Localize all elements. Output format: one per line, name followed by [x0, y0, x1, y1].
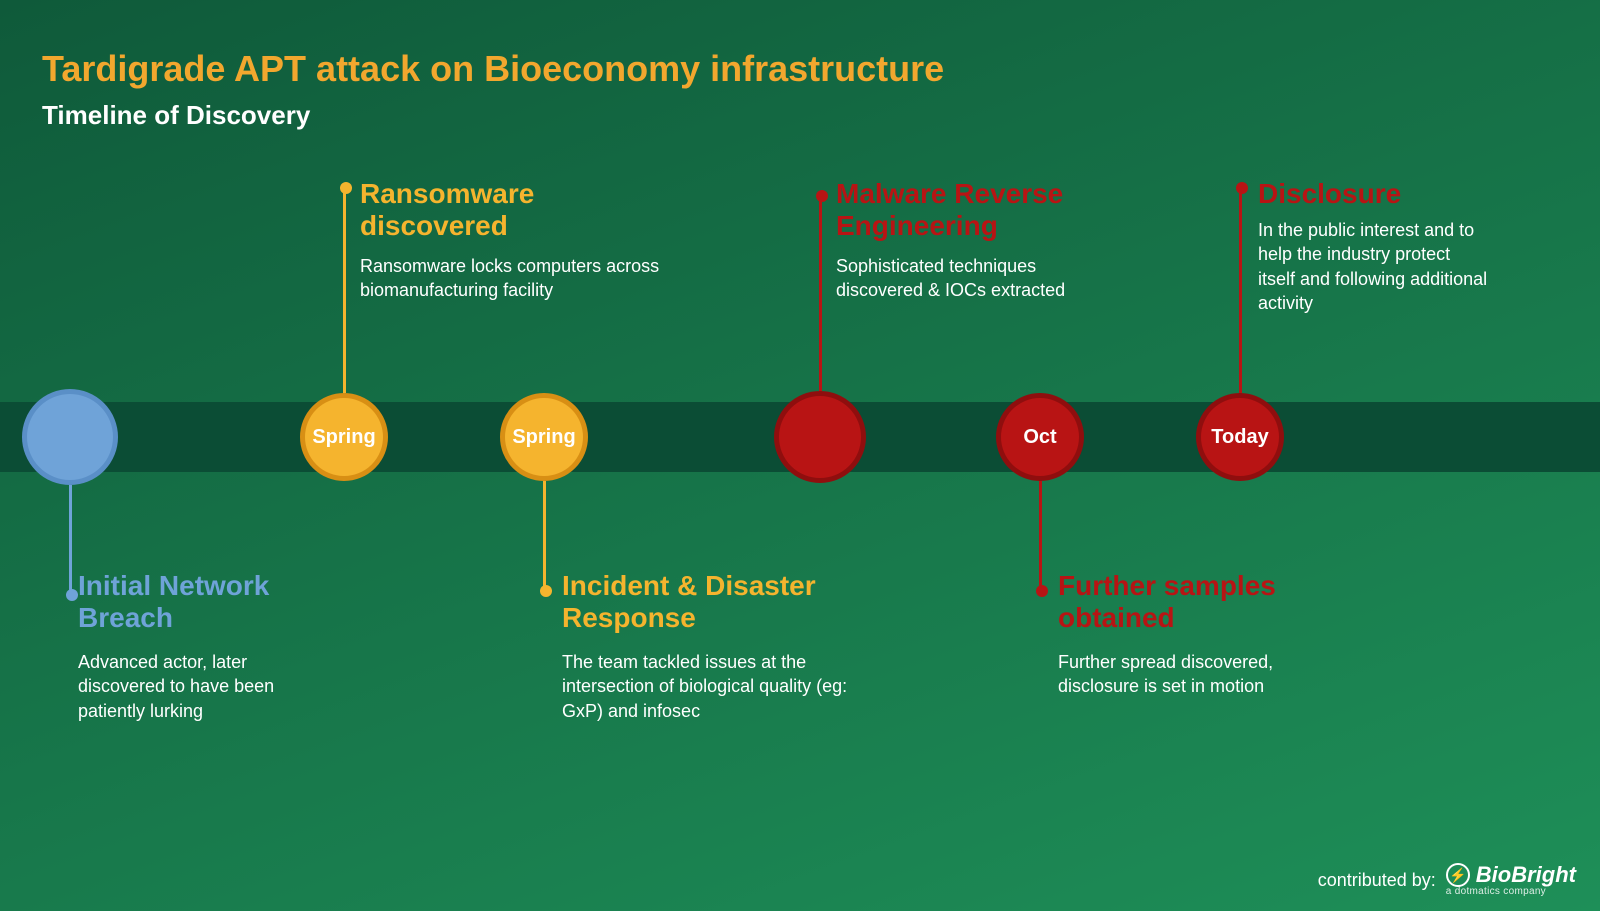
event-title-3: Malware Reverse Engineering: [836, 178, 1136, 242]
leader-dot-3: [816, 190, 828, 202]
leader-line-0: [69, 485, 72, 595]
timeline-node-2: Spring: [500, 393, 588, 481]
event-desc-4: Further spread discovered, disclosure is…: [1058, 650, 1348, 699]
leader-line-1: [343, 188, 346, 393]
event-title-5: Disclosure: [1258, 178, 1518, 210]
brand-sub: a dotmatics company: [1446, 887, 1546, 897]
event-title-1: Ransomware discovered: [360, 178, 680, 242]
timeline-node-4: Oct: [996, 393, 1084, 481]
brand-name: BioBright: [1476, 864, 1576, 886]
leader-dot-2: [540, 585, 552, 597]
event-title-2: Incident & Disaster Response: [562, 570, 902, 634]
event-desc-3: Sophisticated techniques discovered & IO…: [836, 254, 1096, 303]
event-desc-1: Ransomware locks computers across bioman…: [360, 254, 680, 303]
leader-dot-5: [1236, 182, 1248, 194]
page-subtitle: Timeline of Discovery: [42, 100, 310, 131]
leader-dot-1: [340, 182, 352, 194]
event-desc-2: The team tackled issues at the intersect…: [562, 650, 882, 723]
leader-dot-4: [1036, 585, 1048, 597]
page-title: Tardigrade APT attack on Bioeconomy infr…: [42, 48, 944, 90]
leader-line-2: [543, 481, 546, 591]
event-title-4: Further samples obtained: [1058, 570, 1358, 634]
leader-line-4: [1039, 481, 1042, 591]
event-desc-5: In the public interest and to help the i…: [1258, 218, 1488, 315]
lightning-icon: ⚡: [1446, 863, 1470, 887]
timeline-node-5: Today: [1196, 393, 1284, 481]
timeline-node-1: Spring: [300, 393, 388, 481]
timeline-node-0: [22, 389, 118, 485]
biobright-logo: ⚡ BioBright a dotmatics company: [1446, 863, 1576, 897]
leader-line-5: [1239, 188, 1242, 393]
leader-line-3: [819, 196, 822, 391]
event-desc-0: Advanced actor, later discovered to have…: [78, 650, 328, 723]
timeline-infographic: Tardigrade APT attack on Bioeconomy infr…: [0, 0, 1600, 911]
leader-dot-0: [66, 589, 78, 601]
timeline-node-3: [774, 391, 866, 483]
contributed-by: contributed by: ⚡ BioBright a dotmatics …: [1318, 863, 1576, 897]
event-title-0: Initial Network Breach: [78, 570, 338, 634]
contrib-label: contributed by:: [1318, 870, 1436, 891]
